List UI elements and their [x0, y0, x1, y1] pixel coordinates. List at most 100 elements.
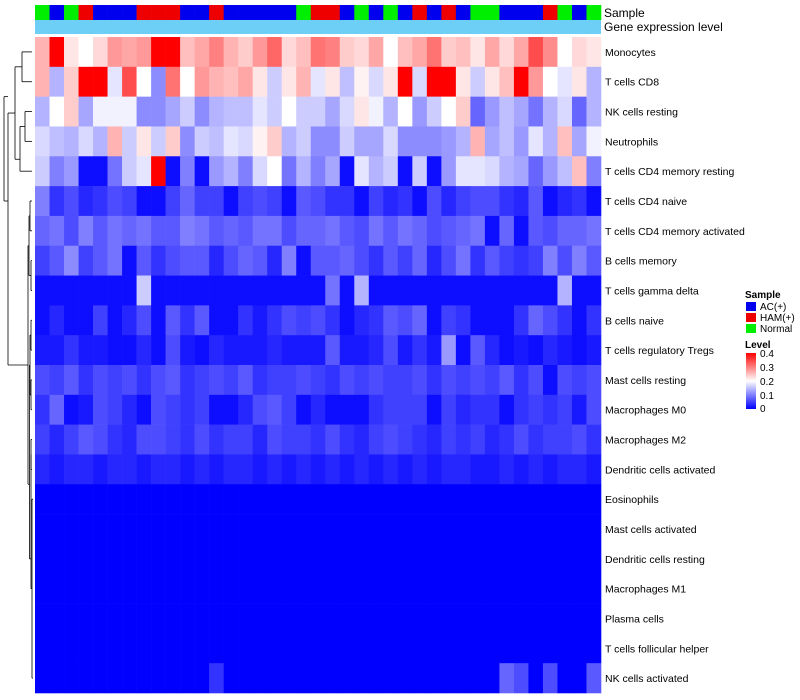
heatmap-cell: [78, 484, 94, 515]
heatmap-cell: [484, 186, 500, 217]
heatmap-cell: [267, 96, 283, 127]
heatmap-cell: [470, 424, 486, 455]
heatmap-cell: [49, 186, 65, 217]
heatmap-cell: [209, 484, 224, 515]
heatmap-cell: [49, 37, 65, 68]
heatmap-cell: [223, 96, 239, 127]
heatmap-cells: [35, 37, 602, 694]
heatmap-cell: [557, 484, 573, 515]
heatmap-cell: [310, 424, 326, 455]
heatmap-cell: [484, 335, 500, 366]
heatmap-cell: [107, 633, 123, 664]
heatmap-cell: [513, 96, 529, 127]
heatmap-cell: [209, 66, 224, 97]
heatmap-cell: [586, 126, 602, 157]
heatmap-cell: [455, 454, 471, 485]
heatmap-cell: [64, 633, 79, 664]
heatmap-cell: [441, 424, 457, 455]
heatmap-cell: [165, 663, 181, 694]
heatmap-cell: [180, 66, 195, 97]
heatmap-cell: [426, 394, 442, 425]
heatmap-cell: [426, 215, 442, 247]
heatmap-cell: [542, 335, 558, 366]
heatmap-cell: [209, 633, 224, 664]
heatmap-cell: [122, 424, 137, 455]
heatmap-cell: [513, 454, 529, 485]
heatmap-cell: [252, 305, 268, 336]
heatmap-cell: [513, 156, 529, 187]
heatmap-cell: [151, 96, 166, 127]
heatmap-cell: [426, 573, 442, 604]
sample-annotation-cell: [180, 5, 195, 20]
heatmap-cell: [93, 365, 108, 396]
heatmap-cell: [122, 245, 137, 276]
heatmap-cell: [528, 335, 544, 366]
heatmap-cell: [397, 37, 413, 68]
row-label: Mast cells resting: [605, 375, 686, 387]
row-dendrogram: [3, 51, 33, 679]
heatmap-cell: [441, 365, 457, 396]
heatmap-cell: [136, 633, 152, 664]
heatmap-cell: [136, 424, 152, 455]
heatmap-cell: [499, 96, 515, 127]
heatmap-cell: [194, 245, 210, 276]
heatmap-cell: [136, 305, 152, 336]
heatmap-cell: [368, 365, 384, 396]
heatmap-cell: [339, 96, 355, 127]
heatmap-cell: [325, 215, 341, 247]
heatmap-cell: [470, 96, 486, 127]
heatmap-cell: [586, 394, 602, 425]
heatmap-cell: [136, 186, 152, 217]
heatmap-cell: [455, 365, 471, 396]
heatmap-cell: [35, 543, 50, 575]
heatmap-cell: [180, 424, 195, 455]
row-label: B cells memory: [605, 256, 678, 268]
heatmap-cell: [122, 305, 137, 336]
heatmap-cell: [64, 275, 79, 306]
heatmap-cell: [470, 365, 486, 396]
heatmap-cell: [223, 215, 239, 247]
heatmap-cell: [209, 603, 224, 634]
heatmap-cell: [310, 96, 326, 127]
heatmap-cell: [267, 394, 283, 425]
heatmap-cell: [136, 156, 152, 187]
heatmap-cell: [412, 275, 428, 306]
heatmap-cell: [78, 156, 94, 187]
heatmap-cell: [470, 543, 486, 575]
legend-swatch-ac: [746, 302, 756, 311]
heatmap-cell: [180, 573, 195, 604]
sample-annotation-cell: [441, 5, 457, 20]
heatmap-cell: [368, 633, 384, 664]
heatmap-cell: [571, 245, 587, 276]
heatmap-cell: [267, 335, 283, 366]
heatmap-cell: [78, 66, 94, 97]
heatmap-cell: [499, 186, 515, 217]
heatmap-cell: [557, 603, 573, 634]
heatmap-cell: [571, 573, 587, 604]
heatmap-cell: [209, 454, 224, 485]
heatmap-cell: [325, 66, 341, 97]
heatmap-cell: [252, 573, 268, 604]
heatmap-cell: [513, 215, 529, 247]
heatmap-cell: [78, 543, 94, 575]
heatmap-cell: [339, 484, 355, 515]
heatmap-cell: [484, 454, 500, 485]
heatmap-cell: [470, 126, 486, 157]
heatmap-cell: [93, 484, 108, 515]
heatmap-cell: [93, 275, 108, 306]
heatmap-cell: [238, 37, 253, 68]
heatmap-cell: [180, 186, 195, 217]
heatmap-cell: [354, 215, 370, 247]
heatmap-cell: [180, 126, 195, 157]
heatmap-cell: [93, 454, 108, 485]
heatmap-cell: [78, 275, 94, 306]
heatmap-cell: [281, 96, 297, 127]
heatmap-cell: [151, 394, 166, 425]
heatmap-cell: [528, 573, 544, 604]
heatmap-cell: [412, 365, 428, 396]
heatmap-cell: [296, 215, 312, 247]
heatmap-cell: [281, 514, 297, 545]
heatmap-cell: [557, 96, 573, 127]
heatmap-cell: [122, 126, 137, 157]
heatmap-cell: [64, 66, 79, 97]
